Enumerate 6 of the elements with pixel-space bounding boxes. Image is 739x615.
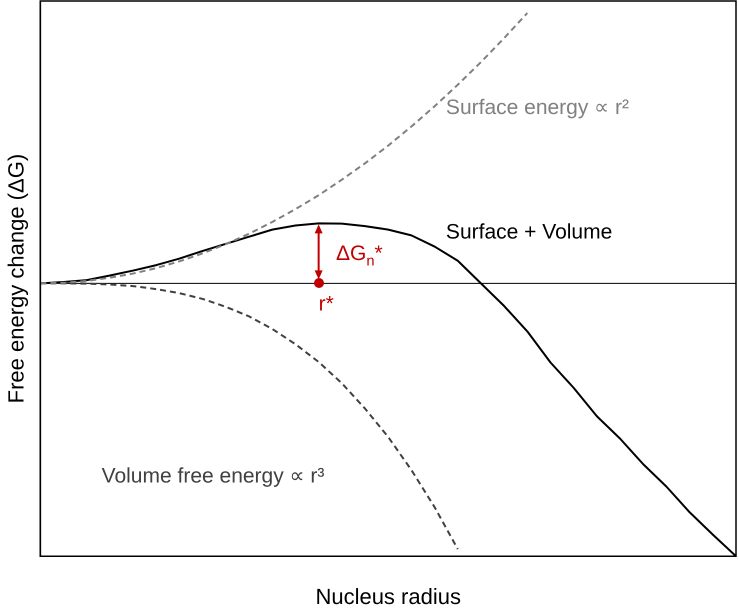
annotation: r* [318,292,334,316]
annotation: Surface + Volume [446,220,612,244]
annotation: Volume free energy ∝ r³ [102,464,324,488]
x-axis-title: Nucleus radius [315,584,461,609]
y-axis-title: Free energy change (ΔG) [3,154,28,404]
annotation: Surface energy ∝ r² [446,96,630,120]
